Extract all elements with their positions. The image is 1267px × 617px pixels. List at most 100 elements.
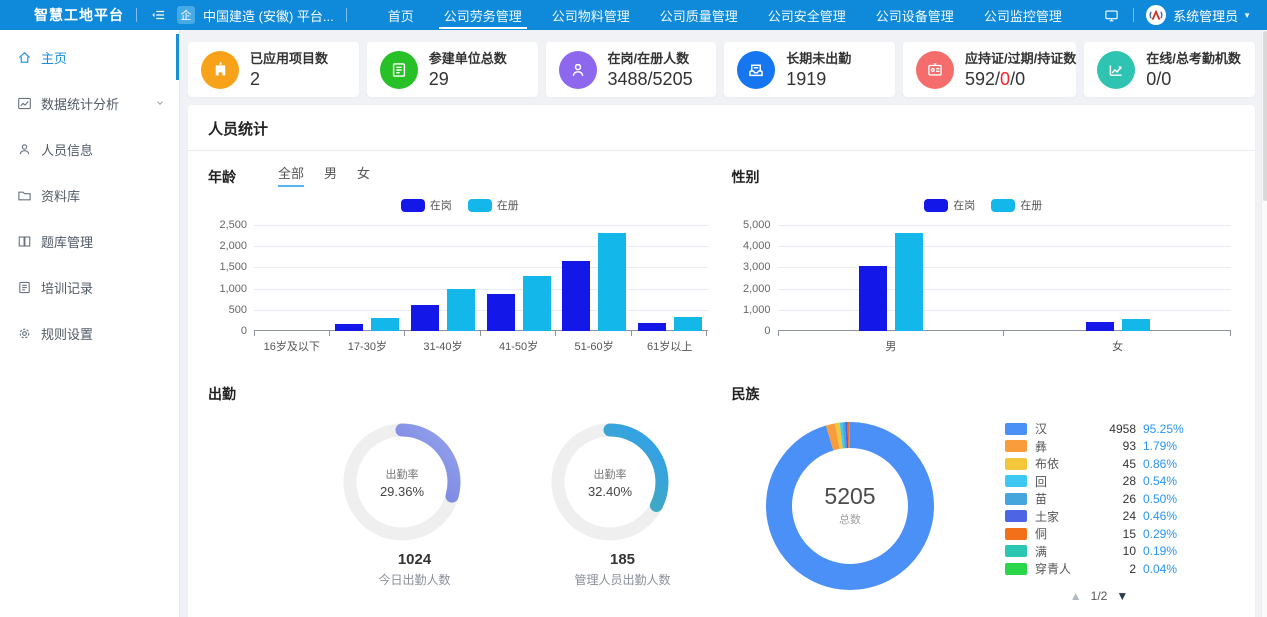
pager-text: 1/2: [1090, 588, 1108, 603]
collapse-menu-icon[interactable]: [149, 6, 167, 24]
folder-icon: [17, 188, 32, 203]
sidebar-item-2[interactable]: 人员信息: [0, 126, 179, 172]
stat-card-2: 在岗/在册人数 3488/5205: [545, 42, 717, 97]
y-tick-label: 2,000: [742, 282, 771, 295]
stat-card-value: 2: [250, 68, 261, 89]
bar-category-5: [632, 225, 708, 336]
ethnicity-legend: 汉 4958 95.25% 彝 93 1.79% 布依 45 0.86% 回 28 0.54% 苗 26 0…: [1005, 420, 1193, 603]
attendance-ring: 出勤率 32.40%: [551, 423, 668, 541]
y-tick-label: 500: [228, 303, 247, 316]
nav-item-4[interactable]: 公司安全管理: [767, 8, 846, 24]
age-tab-2[interactable]: 女: [357, 166, 371, 181]
caret-down-icon[interactable]: ▼: [1243, 10, 1251, 20]
bar-category-2: [405, 225, 481, 336]
nav-item-3[interactable]: 公司质量管理: [659, 8, 738, 24]
age-tab-1[interactable]: 男: [324, 166, 338, 181]
legend-swatch: [400, 198, 425, 212]
ethnicity-legend-row-6[interactable]: 侗 15 0.29%: [1005, 525, 1193, 543]
ethnicity-legend-row-2[interactable]: 布依 45 0.86%: [1005, 455, 1193, 473]
sidebar-item-1[interactable]: 数据统计分析: [0, 80, 179, 126]
sidebar-item-0[interactable]: 主页: [0, 34, 179, 80]
legend-count: 15: [1122, 526, 1136, 541]
legend-count: 2: [1129, 561, 1136, 576]
y-tick-label: 1,500: [219, 261, 247, 274]
project-selector[interactable]: 中国建造 (安徽) 平台...: [203, 8, 334, 24]
x-tick-label: 61岁以上: [647, 341, 693, 353]
age-section-title: 年龄: [208, 169, 236, 185]
home-icon: [17, 50, 32, 65]
x-tick-label: 41-50岁: [498, 341, 539, 353]
chart-icon: [17, 96, 32, 111]
bar-plot: 5,000 4,000 3,000 2,000 1,000 0: [743, 219, 1231, 337]
gridline: [254, 267, 708, 269]
sidebar-item-label: 主页: [41, 50, 68, 66]
monitor-icon[interactable]: [1101, 5, 1121, 25]
stat-cards: 已应用项目数 2 参建单位总数 29 在岗/在册人数 3488/5205 长期未出勤 1919…: [188, 42, 1255, 97]
header-divider: [136, 8, 137, 22]
bar-category-0: [777, 225, 1005, 336]
y-tick-label: 0: [764, 325, 771, 337]
legend-item-在册[interactable]: 在册: [991, 197, 1042, 213]
ethnicity-legend-row-3[interactable]: 回 28 0.54%: [1005, 473, 1193, 491]
bar-在册: [598, 233, 627, 331]
stat-card-value: 1919: [786, 68, 827, 89]
legend-swatch: [467, 198, 492, 212]
sidebar-item-5[interactable]: 培训记录: [0, 264, 179, 310]
gridline: [777, 288, 1231, 290]
legend-item-在册[interactable]: 在册: [467, 197, 519, 213]
user-menu[interactable]: 系统管理员: [1173, 8, 1239, 24]
enterprise-badge[interactable]: 企: [177, 6, 195, 24]
legend-percent: 0.19%: [1143, 544, 1178, 559]
stat-card-0: 已应用项目数 2: [188, 42, 359, 97]
y-tick-label: 5,000: [742, 219, 771, 231]
legend-percent: 0.50%: [1143, 491, 1178, 506]
age-bar-chart: 在岗 在册 2,500 2,000 1,500 1,000 500 0 16岁及以下 17-30岁…: [208, 197, 712, 354]
stat-card-1: 参建单位总数 29: [366, 42, 538, 97]
ethnicity-legend-row-1[interactable]: 彝 93 1.79%: [1005, 438, 1193, 456]
attendance-donuts: 出勤率 29.36% 1024 今日出勤人数 出勤率 32.40% 185 管理人员出勤人数: [208, 420, 712, 588]
nav-item-1[interactable]: 公司劳务管理: [429, 0, 537, 30]
pager-up-icon[interactable]: ▲: [1069, 588, 1082, 603]
ethnicity-legend-row-7[interactable]: 满 10 0.19%: [1005, 543, 1193, 561]
bar-在册: [522, 276, 551, 331]
legend-count: 28: [1122, 474, 1136, 489]
x-axis-line: [777, 330, 1231, 331]
x-tick-label: 31-40岁: [423, 341, 463, 353]
legend-swatch: [1005, 457, 1027, 470]
stat-card-texts: 长期未出勤 1919: [786, 52, 851, 88]
ethnicity-section: 民族 5205 总数 汉 4958 95.25% 彝 93 1.79% 布依 45 0.86% 回 2…: [732, 368, 1236, 603]
bar-在册: [371, 318, 400, 331]
pager-down-icon[interactable]: ▼: [1116, 588, 1129, 603]
gridline: [777, 246, 1231, 248]
ethnicity-legend-row-4[interactable]: 苗 26 0.50%: [1005, 490, 1193, 508]
panel-title: 人员统计: [188, 105, 1255, 151]
legend-name: 苗: [1035, 492, 1048, 507]
nav-item-0[interactable]: 首页: [387, 8, 414, 24]
age-tab-0[interactable]: 全部: [278, 167, 305, 187]
sidebar-item-label: 数据统计分析: [41, 96, 120, 112]
sidebar-item-6[interactable]: 规则设置: [0, 310, 179, 356]
x-tick-label: 男: [885, 341, 897, 353]
legend-item-在岗[interactable]: 在岗: [924, 197, 975, 213]
nav-item-5[interactable]: 公司设备管理: [875, 8, 954, 24]
nav-item-2[interactable]: 公司物料管理: [551, 8, 630, 24]
ethnicity-legend-row-8[interactable]: 穿青人 2 0.04%: [1005, 560, 1193, 578]
legend-item-在岗[interactable]: 在岗: [400, 197, 452, 213]
sidebar-item-3[interactable]: 资料库: [0, 172, 179, 218]
attendance-donut-0: 出勤率 29.36% 1024 今日出勤人数: [340, 420, 490, 588]
legend-swatch: [1005, 492, 1027, 505]
bar-在岗: [562, 261, 591, 331]
gridline: [777, 267, 1231, 269]
bar-在岗: [486, 294, 515, 331]
gridline: [254, 288, 708, 290]
scrollbar-thumb[interactable]: [1263, 31, 1267, 201]
sidebar-item-4[interactable]: 题库管理: [0, 218, 179, 264]
stat-card-texts: 在线/总考勤机数 0/0: [1146, 52, 1241, 88]
gridline: [254, 225, 708, 226]
legend-swatch: [924, 198, 949, 212]
vertical-scrollbar[interactable]: [1261, 30, 1267, 617]
ethnicity-legend-row-0[interactable]: 汉 4958 95.25%: [1005, 420, 1193, 438]
legend-count: 26: [1122, 491, 1136, 506]
nav-item-6[interactable]: 公司监控管理: [983, 8, 1062, 24]
ethnicity-legend-row-5[interactable]: 土家 24 0.46%: [1005, 508, 1193, 526]
